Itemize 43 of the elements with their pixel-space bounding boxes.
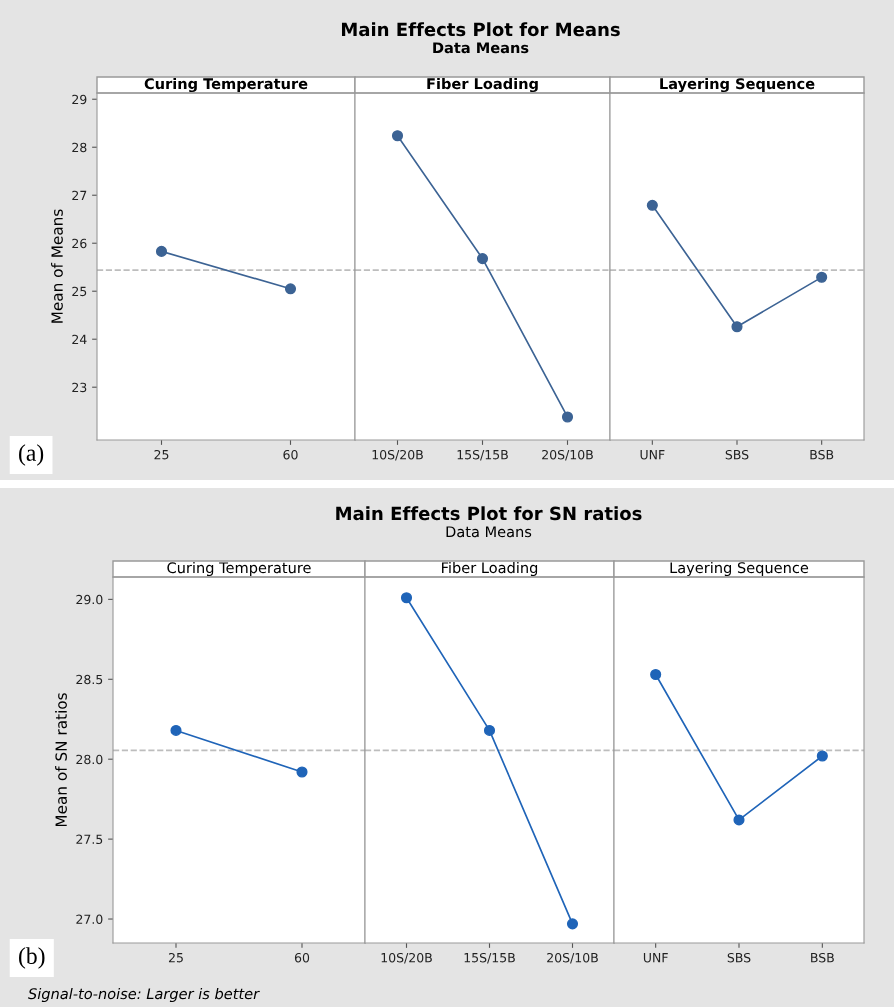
- x-tick-label: BSB: [811, 952, 834, 963]
- y-tick-label: 28: [72, 142, 87, 153]
- x-tick-label: 10S/20B: [372, 449, 423, 461]
- y-tick-label: 29.0: [76, 594, 103, 605]
- x-tick-label: 60: [283, 449, 298, 460]
- y-axis-title: Mean of Means: [51, 209, 63, 323]
- y-tick-label: 28.0: [76, 754, 103, 765]
- text: Main Effects Plot for Means: [342, 22, 620, 37]
- x-tick-label: BSB: [810, 449, 834, 460]
- text: Signal-to-noise: Larger is better: [28, 987, 260, 1003]
- y-axis-title: Mean of SN ratios: [55, 693, 67, 827]
- x-tick-label: 10S/20B: [381, 952, 432, 964]
- text: Main Effects Plot for SN ratios: [336, 506, 642, 521]
- x-tick-label: SBS: [727, 952, 751, 963]
- x-tick-label: 25: [168, 952, 183, 963]
- x-tick-label: 20S/10B: [547, 952, 598, 964]
- y-tick-label: 27.5: [76, 834, 103, 845]
- text: (a): [19, 444, 44, 466]
- y-tick-label: 27.0: [76, 914, 103, 924]
- x-tick-label: 15S/15B: [457, 449, 508, 461]
- y-tick-label: 29: [72, 94, 87, 105]
- chart-title: Fiber Loading: [427, 77, 538, 93]
- chart-title: Layering Sequence: [660, 77, 815, 93]
- x-tick-label: UNF: [643, 953, 668, 963]
- x-tick-label: UNF: [640, 450, 665, 460]
- y-tick-label: 23: [72, 382, 87, 393]
- text: Data Means: [433, 42, 529, 54]
- y-tick-label: 26: [72, 238, 87, 249]
- x-tick-label: 15S/15B: [464, 952, 515, 964]
- text: Data Means: [446, 526, 532, 538]
- y-tick-label: 24: [72, 334, 87, 344]
- y-tick-label: 27: [72, 190, 87, 200]
- y-tick-label: 25: [72, 286, 87, 297]
- x-tick-label: SBS: [725, 449, 749, 460]
- x-tick-label: 20S/10B: [542, 449, 593, 461]
- y-tick-label: 28.5: [76, 674, 103, 685]
- text: (b): [19, 947, 45, 969]
- chart-title: Curing Temperature: [144, 77, 308, 93]
- chart-title: Layering Sequence: [670, 561, 809, 577]
- x-tick-label: 25: [154, 449, 169, 460]
- x-tick-label: 60: [294, 952, 310, 963]
- chart-title: Fiber Loading: [442, 561, 538, 577]
- chart-title: Curing Temperature: [167, 561, 311, 577]
